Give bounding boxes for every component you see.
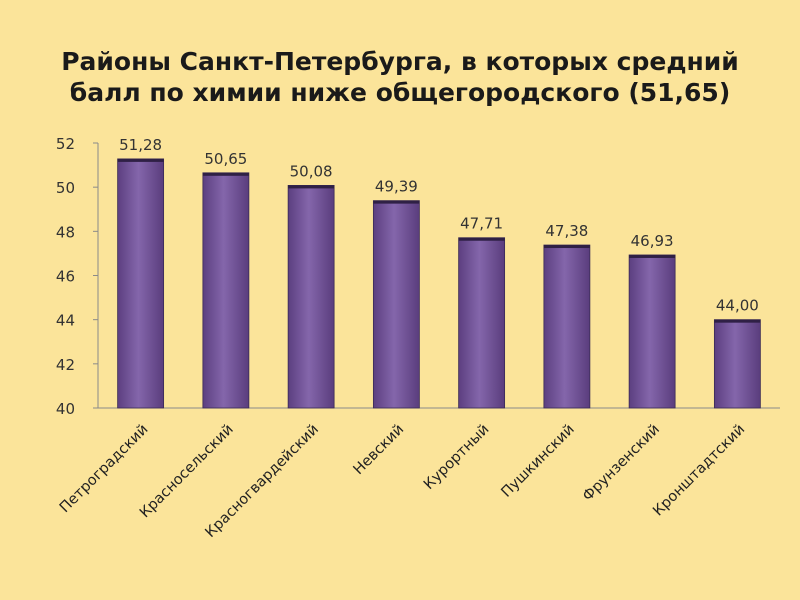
bar-top-edge: [117, 158, 164, 162]
data-label: 50,65: [204, 150, 247, 168]
bar: [628, 254, 676, 409]
data-label: 47,71: [460, 215, 503, 233]
bar: [287, 184, 335, 409]
x-tick-label: Невский: [351, 422, 408, 479]
bar: [202, 172, 250, 409]
y-tick-label: 46: [56, 268, 75, 286]
y-tick-label: 48: [56, 223, 75, 241]
x-tick-label: Красносельский: [137, 422, 237, 522]
x-tick-label: Петроградский: [57, 422, 152, 517]
bar: [543, 244, 591, 409]
data-label: 50,08: [290, 162, 333, 180]
chart-axes: 40 42 44 46 48 50 52: [56, 135, 780, 418]
data-label: 49,39: [375, 178, 418, 196]
chart-title: Районы Санкт-Петербурга, в которых средн…: [61, 47, 739, 107]
y-tick-label: 52: [56, 135, 75, 153]
bar-top-edge: [714, 319, 761, 323]
x-tick-label: Фрунзенский: [580, 422, 663, 505]
chart-bars: [117, 158, 761, 409]
data-label: 46,93: [631, 232, 674, 250]
bar-top-edge: [373, 200, 420, 204]
bar: [458, 237, 506, 409]
bar-top-edge: [458, 237, 505, 241]
bar-top-edge: [629, 254, 676, 258]
bar: [372, 200, 420, 409]
x-tick-label: Кронштадтский: [650, 422, 748, 520]
y-tick-label: 50: [56, 179, 75, 197]
data-label: 44,00: [716, 297, 759, 315]
bar: [713, 319, 761, 409]
data-label: 47,38: [545, 222, 588, 240]
y-tick-label: 44: [56, 312, 75, 330]
bar-top-edge: [202, 172, 249, 176]
x-tick-label: Пушкинский: [499, 422, 578, 501]
data-label: 51,28: [119, 136, 162, 154]
bar-top-edge: [543, 245, 590, 249]
bar-top-edge: [288, 185, 335, 189]
y-tick-label: 42: [56, 356, 75, 374]
bar: [117, 158, 165, 409]
y-tick-label: 40: [56, 400, 75, 418]
x-tick-label: Курортный: [421, 422, 492, 493]
